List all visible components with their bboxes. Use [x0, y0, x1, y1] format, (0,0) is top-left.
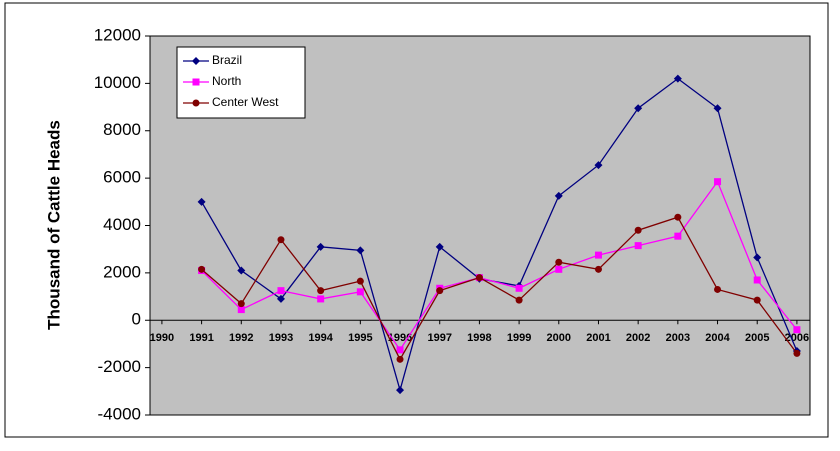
marker: [475, 274, 483, 282]
y-tick-label: 4000: [103, 215, 141, 234]
marker: [396, 386, 405, 395]
marker: [192, 99, 200, 107]
x-tick-label: 1998: [467, 332, 491, 344]
marker: [634, 226, 642, 234]
marker: [594, 251, 602, 259]
marker: [436, 287, 444, 295]
legend-label: Center West: [212, 95, 279, 109]
y-tick-label: 8000: [103, 120, 141, 139]
marker: [237, 300, 245, 308]
y-tick-label: 12000: [94, 25, 141, 44]
marker: [317, 287, 325, 295]
marker: [793, 349, 801, 357]
marker: [276, 294, 285, 303]
marker: [356, 246, 365, 255]
y-tick-label: -4000: [98, 404, 141, 423]
x-tick-label: 1992: [229, 332, 253, 344]
marker: [793, 326, 801, 334]
marker: [515, 296, 523, 304]
x-tick-label: 2005: [745, 332, 769, 344]
marker: [714, 285, 722, 293]
marker: [594, 161, 603, 170]
series-line: [201, 180, 798, 352]
marker: [197, 197, 206, 206]
marker: [555, 258, 563, 266]
marker: [192, 57, 200, 65]
marker: [396, 355, 404, 363]
marker: [435, 242, 444, 251]
marker: [714, 178, 722, 186]
marker: [192, 78, 200, 86]
x-tick-label: 2001: [586, 332, 610, 344]
marker: [237, 306, 245, 314]
x-tick-label: 2002: [626, 332, 650, 344]
marker: [634, 104, 643, 113]
marker: [198, 265, 206, 273]
x-tick-label: 1997: [427, 332, 451, 344]
x-tick-label: 1999: [507, 332, 531, 344]
x-tick-label: 1991: [189, 332, 213, 344]
x-tick-label: 1990: [150, 332, 174, 344]
marker: [515, 284, 523, 292]
marker: [673, 74, 682, 83]
y-axis-title: Thousand of Cattle Heads: [44, 120, 63, 330]
x-tick-label: 1995: [348, 332, 372, 344]
marker: [634, 242, 642, 250]
marker: [753, 296, 761, 304]
marker: [396, 346, 404, 354]
marker: [356, 288, 364, 296]
x-tick-label: 2004: [705, 332, 730, 344]
marker: [753, 253, 762, 262]
marker: [317, 295, 325, 303]
marker: [277, 287, 285, 295]
marker: [316, 242, 325, 251]
y-tick-label: 6000: [103, 168, 141, 187]
marker: [594, 265, 602, 273]
x-tick-label: 1993: [269, 332, 293, 344]
marker: [753, 276, 761, 284]
y-tick-label: 2000: [103, 262, 141, 281]
marker: [555, 265, 563, 273]
marker: [674, 213, 682, 221]
marker: [674, 232, 682, 240]
x-tick-label: 1994: [308, 332, 333, 344]
x-tick-label: 2000: [547, 332, 571, 344]
y-tick-label: 0: [132, 310, 141, 329]
marker: [237, 266, 246, 275]
y-tick-label: 10000: [94, 73, 141, 92]
series-line: [201, 216, 798, 361]
marker: [554, 191, 563, 200]
marker: [713, 104, 722, 113]
legend-label: North: [212, 74, 241, 88]
y-tick-label: -2000: [98, 357, 141, 376]
marker: [356, 277, 364, 285]
legend-label: Brazil: [212, 53, 242, 67]
marker: [277, 236, 285, 244]
x-tick-label: 2003: [666, 332, 690, 344]
